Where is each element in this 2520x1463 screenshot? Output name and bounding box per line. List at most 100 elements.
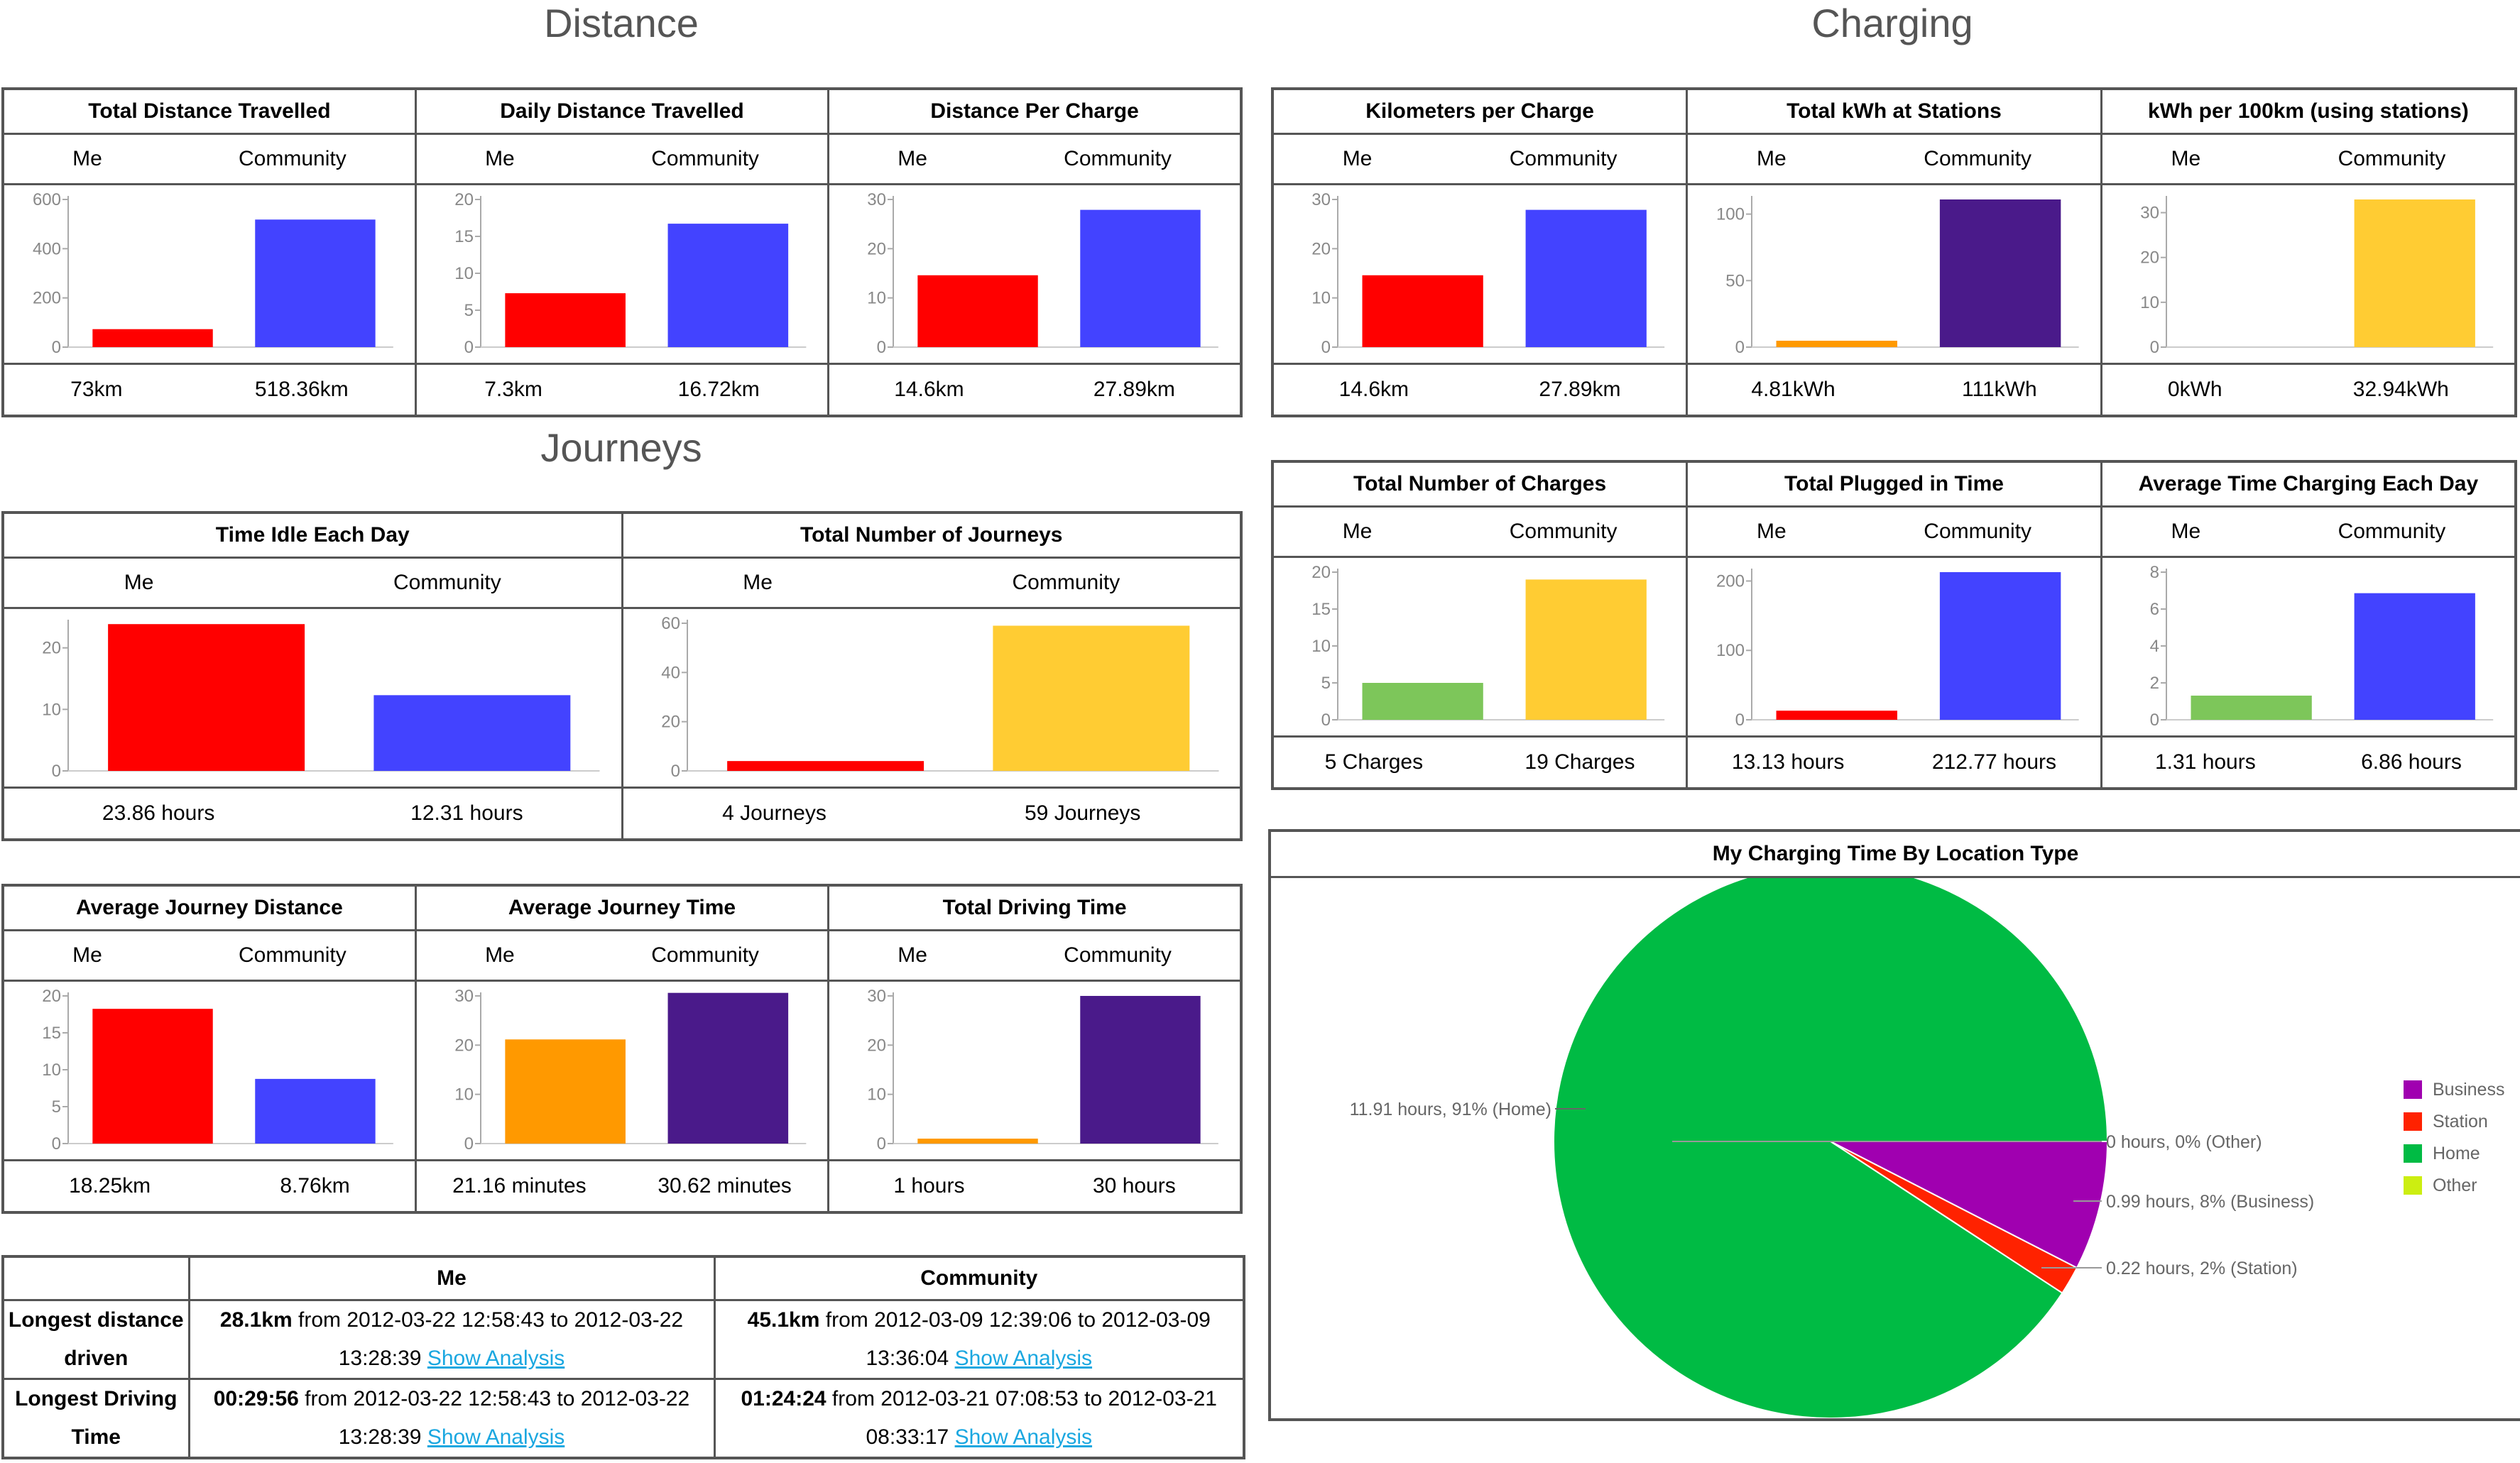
me-bar: [726, 761, 924, 771]
y-tick-label: 0: [52, 338, 61, 357]
me-label: Me: [2171, 147, 2201, 170]
panel-title: Total Distance Travelled: [1, 87, 417, 135]
bar-chart: 0 10 20 30: [867, 987, 1218, 1154]
show-analysis-link[interactable]: Show Analysis: [427, 1425, 565, 1449]
longest-distance-community: 45.1km from 2012-03-09 12:39:06 to 2012-…: [713, 1299, 1245, 1380]
panel-title: Average Time Charging Each Day: [2100, 460, 2517, 508]
me-bar: [917, 1139, 1038, 1144]
me-label: Me: [485, 943, 515, 967]
me-value: 14.6km: [1338, 378, 1409, 401]
community-value: 30 hours: [1092, 1174, 1176, 1198]
bar-chart: 0 10 20 30: [867, 190, 1218, 357]
y-tick-label: 0: [464, 1134, 473, 1154]
community-bar: [373, 695, 571, 771]
distance-heading: Distance: [544, 1, 699, 45]
legend-swatch-home: [2404, 1144, 2422, 1163]
total-charges-chart: 0 5 10 15 20: [1271, 556, 1689, 738]
legend-business: Business: [2433, 1080, 2504, 1100]
panel-title: Kilometers per Charge: [1271, 87, 1689, 135]
pie-labels: 11.91 hours, 91% (Home) 0 hours, 0% (Oth…: [1350, 1100, 2315, 1278]
y-tick-label: 600: [33, 190, 61, 209]
panel-title: Time Idle Each Day: [1, 511, 623, 559]
me-value: 7.3km: [484, 378, 542, 401]
charging-heading: Charging: [1811, 1, 1973, 45]
y-tick-label: 20: [867, 1036, 886, 1055]
empty-header: [1, 1255, 190, 1301]
me-bar: [1776, 340, 1898, 347]
community-value: 111kWh: [1962, 378, 2037, 401]
me-header: Me: [187, 1255, 716, 1301]
community-bar: [1080, 209, 1201, 347]
y-tick-label: 30: [454, 987, 474, 1006]
show-analysis-link[interactable]: Show Analysis: [954, 1347, 1093, 1370]
y-tick-label: 10: [42, 1061, 61, 1080]
community-value: 27.89km: [1539, 378, 1621, 401]
me-bar: [1776, 711, 1898, 720]
y-tick-label: 50: [1725, 271, 1745, 290]
distance-per-charge-chart: 0 10 20 30: [827, 183, 1243, 365]
panel-title: Total Number of Charges: [1271, 460, 1689, 508]
daily-distance-chart: 0 5 10 15 20: [414, 183, 830, 365]
community-value: 16.72km: [677, 378, 760, 401]
bar-chart: 0 200 400 600: [33, 190, 393, 357]
journeys-heading: Journeys: [540, 425, 702, 470]
y-tick-label: 0: [52, 1134, 61, 1154]
y-tick-label: 0: [1735, 711, 1745, 730]
me-bar: [505, 1039, 626, 1144]
me-label: Me: [898, 147, 927, 170]
longest-distance-community-value: 45.1km: [747, 1308, 820, 1332]
me-bar: [1362, 275, 1483, 347]
y-tick-label: 10: [2140, 293, 2159, 312]
bar-chart: 0 5 10 15 20: [1311, 563, 1665, 730]
me-value: 18.25km: [69, 1174, 151, 1198]
show-analysis-link[interactable]: Show Analysis: [954, 1425, 1093, 1449]
community-label: Community: [1924, 147, 2031, 170]
bar-chart: 0 10 20 30: [1311, 190, 1665, 357]
community-bar: [1525, 209, 1647, 347]
bar-chart: 0 5 10 15 20: [454, 190, 807, 357]
community-label: Community: [2338, 147, 2446, 170]
y-tick-label: 10: [454, 264, 474, 283]
y-tick-label: 5: [1321, 674, 1331, 693]
me-value: 14.6km: [894, 378, 964, 401]
me-value: 13.13 hours: [1731, 750, 1845, 774]
longest-distance-me-value: 28.1km: [219, 1308, 293, 1332]
longest-distance-me-range: from 2012-03-22 12:58:43 to 2012-03-22 1…: [292, 1308, 684, 1370]
community-label: Community: [651, 943, 759, 967]
community-bar: [667, 992, 788, 1144]
y-tick-label: 0: [1321, 711, 1331, 730]
me-value: 23.86 hours: [102, 801, 215, 825]
me-bar: [505, 293, 626, 347]
community-bar: [992, 625, 1189, 771]
bar-chart: 0 10 20 30: [454, 987, 807, 1154]
total-kwh-chart: 0 50 100: [1686, 183, 2102, 365]
y-tick-label: 10: [454, 1085, 474, 1105]
longest-distance-label: Longest distance driven: [1, 1299, 190, 1380]
bar-chart: 0 100 200: [1716, 569, 2079, 730]
y-tick-label: 10: [42, 700, 61, 719]
label-other: 0 hours, 0% (Other): [2106, 1132, 2262, 1152]
community-label: Community: [239, 147, 347, 170]
community-label: Community: [393, 571, 501, 594]
community-label: Community: [2338, 520, 2446, 543]
panel-title: Average Journey Time: [414, 884, 830, 931]
charging-table-1: Kilometers per Charge Total kWh at Stati…: [1271, 87, 2517, 417]
y-tick-label: 20: [2140, 248, 2159, 268]
total-driving-time-chart: 0 10 20 30: [827, 980, 1243, 1161]
legend-station: Station: [2433, 1112, 2488, 1132]
panel-title: Total Driving Time: [827, 884, 1243, 931]
me-label: Me: [1342, 147, 1373, 170]
y-tick-label: 0: [2149, 711, 2159, 730]
community-value: 30.62 minutes: [658, 1174, 792, 1198]
bar-chart: 0 10 20: [42, 620, 600, 781]
me-label: Me: [72, 943, 102, 967]
community-label: Community: [1064, 147, 1172, 170]
y-tick-label: 4: [2149, 637, 2159, 656]
community-value: 212.77 hours: [1931, 750, 2057, 774]
me-value: 1.31 hours: [2154, 750, 2256, 774]
y-tick-label: 6: [2149, 600, 2159, 619]
y-tick-label: 10: [1311, 637, 1331, 656]
community-value: 32.94kWh: [2352, 378, 2449, 401]
show-analysis-link[interactable]: Show Analysis: [427, 1347, 565, 1370]
y-tick-label: 100: [1716, 205, 1745, 224]
